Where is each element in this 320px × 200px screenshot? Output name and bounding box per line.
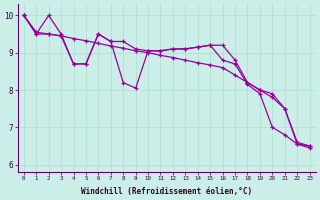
X-axis label: Windchill (Refroidissement éolien,°C): Windchill (Refroidissement éolien,°C) [81, 187, 252, 196]
